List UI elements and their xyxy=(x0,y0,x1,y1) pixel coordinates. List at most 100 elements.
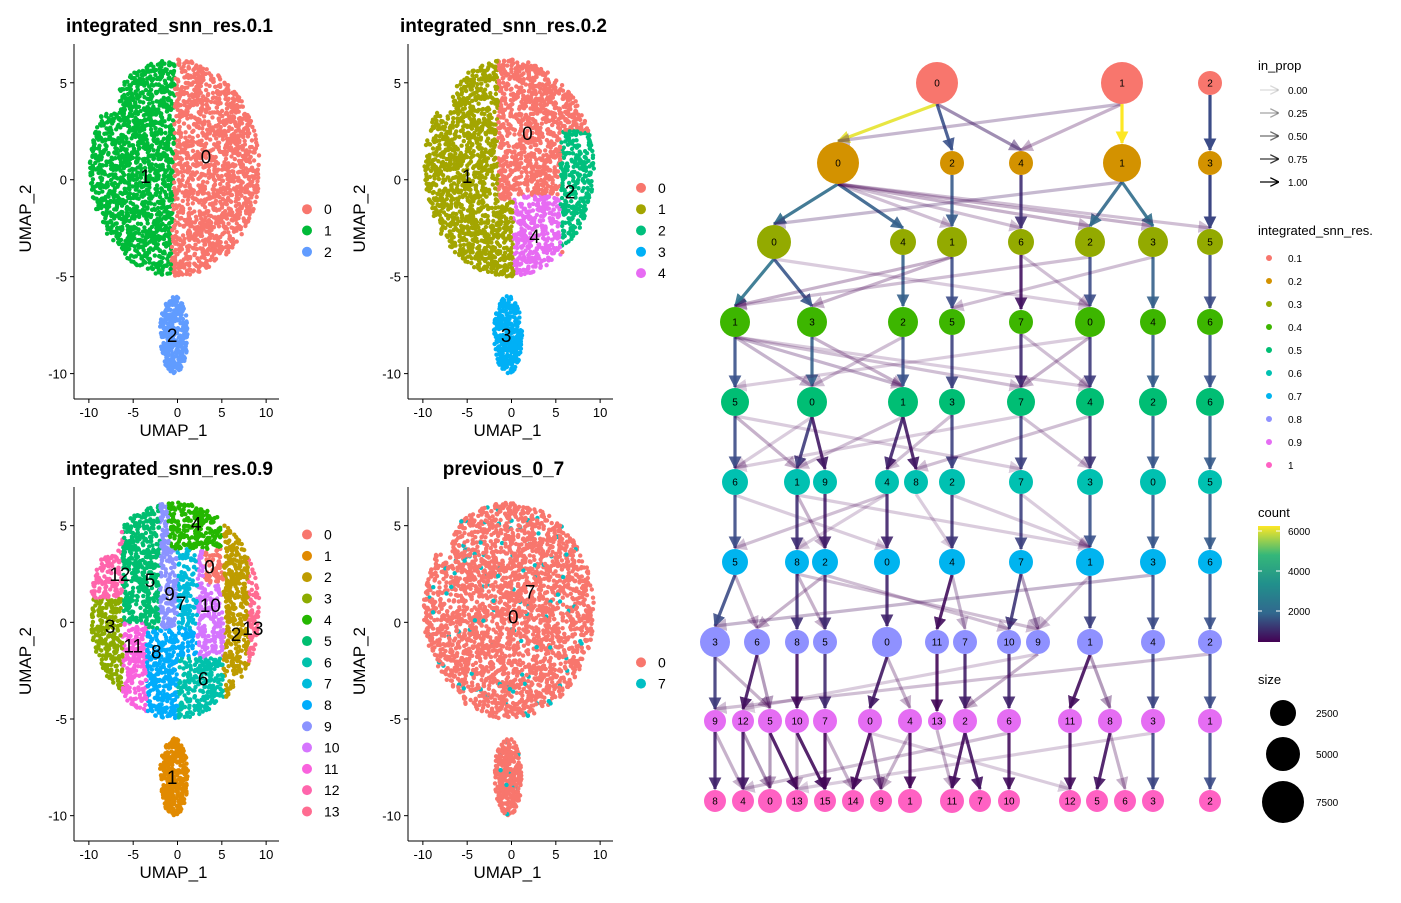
umap-point xyxy=(234,196,239,201)
umap-point xyxy=(161,340,166,346)
umap-point xyxy=(140,68,145,74)
x-tick-label: -10 xyxy=(79,405,98,420)
umap-point xyxy=(95,125,100,130)
umap-point xyxy=(146,159,151,164)
umap-point xyxy=(153,72,158,78)
umap-point xyxy=(152,202,157,207)
umap-point xyxy=(224,216,230,221)
umap-point xyxy=(141,202,147,208)
umap-point xyxy=(200,247,206,252)
umap-point xyxy=(180,206,186,211)
umap-point xyxy=(515,60,520,65)
umap-point xyxy=(528,144,533,150)
umap-point xyxy=(153,271,158,276)
umap-point xyxy=(190,201,195,206)
umap-point xyxy=(125,223,130,229)
umap-point xyxy=(461,251,467,256)
umap-point xyxy=(178,161,183,167)
umap-point xyxy=(171,140,176,146)
umap-point xyxy=(176,119,181,125)
umap-point xyxy=(88,159,93,164)
umap-point xyxy=(133,117,139,123)
umap-point xyxy=(250,191,255,196)
umap-point xyxy=(106,152,111,157)
umap-point xyxy=(234,150,239,156)
umap-point xyxy=(251,128,257,133)
umap-point xyxy=(93,184,99,189)
umap-point xyxy=(154,186,160,191)
umap-point xyxy=(208,128,214,133)
umap-point xyxy=(584,151,590,156)
umap-point xyxy=(184,261,190,266)
umap-point xyxy=(185,161,190,166)
umap-point xyxy=(170,203,176,208)
umap-point xyxy=(185,153,191,158)
umap-point xyxy=(237,209,243,215)
umap-point xyxy=(485,136,491,141)
umap-point xyxy=(185,167,190,172)
umap-point xyxy=(144,143,150,149)
umap-point xyxy=(151,206,157,212)
umap-point xyxy=(209,99,214,105)
umap-point xyxy=(534,212,540,218)
umap-point xyxy=(180,334,185,339)
umap-point xyxy=(112,180,118,186)
umap-point xyxy=(512,176,518,181)
umap-point xyxy=(202,205,208,210)
umap-point xyxy=(177,269,182,274)
umap-point xyxy=(230,162,236,167)
umap-point xyxy=(114,198,119,204)
umap-point xyxy=(158,190,163,196)
umap-point xyxy=(117,166,122,171)
umap-point xyxy=(125,79,130,84)
umap-point xyxy=(154,225,159,231)
umap-point xyxy=(138,138,143,144)
legend-key xyxy=(302,246,312,257)
umap-point xyxy=(90,177,96,182)
umap-point xyxy=(225,182,230,187)
umap-point xyxy=(181,224,186,229)
umap-point xyxy=(159,154,164,159)
umap-point xyxy=(118,98,124,104)
umap-point xyxy=(164,153,170,158)
umap-point xyxy=(235,133,241,138)
umap-point xyxy=(228,192,234,198)
umap-point xyxy=(214,169,219,174)
umap-point xyxy=(114,175,119,180)
umap-point xyxy=(162,233,167,239)
umap-point xyxy=(177,124,182,130)
umap-point xyxy=(490,182,495,187)
umap-point xyxy=(201,223,207,228)
umap-point xyxy=(230,96,236,102)
umap-point xyxy=(168,251,174,256)
umap-point xyxy=(146,250,152,255)
umap-point xyxy=(194,170,200,175)
umap-point xyxy=(185,116,190,121)
umap-point xyxy=(159,270,164,275)
umap-point xyxy=(111,118,116,124)
umap-point xyxy=(158,320,163,325)
umap-point xyxy=(167,124,172,129)
umap-point xyxy=(205,92,211,98)
umap-point xyxy=(129,225,134,230)
umap-point xyxy=(128,200,133,205)
umap-point xyxy=(242,190,248,195)
umap-point xyxy=(162,174,167,180)
umap-point xyxy=(216,73,221,78)
umap-point xyxy=(189,143,194,148)
umap-point xyxy=(124,204,130,210)
umap-point xyxy=(110,189,115,194)
umap-point xyxy=(199,171,204,177)
umap-point xyxy=(125,162,130,167)
umap-point xyxy=(537,81,542,87)
umap-point xyxy=(126,103,132,108)
umap-point xyxy=(239,193,244,198)
umap-point xyxy=(174,229,179,235)
umap-point xyxy=(123,251,128,256)
umap-point xyxy=(209,254,215,259)
umap-point xyxy=(170,257,175,262)
umap-point xyxy=(118,160,124,165)
umap-point xyxy=(249,174,254,179)
umap-point xyxy=(256,162,261,168)
umap-point xyxy=(184,107,189,113)
